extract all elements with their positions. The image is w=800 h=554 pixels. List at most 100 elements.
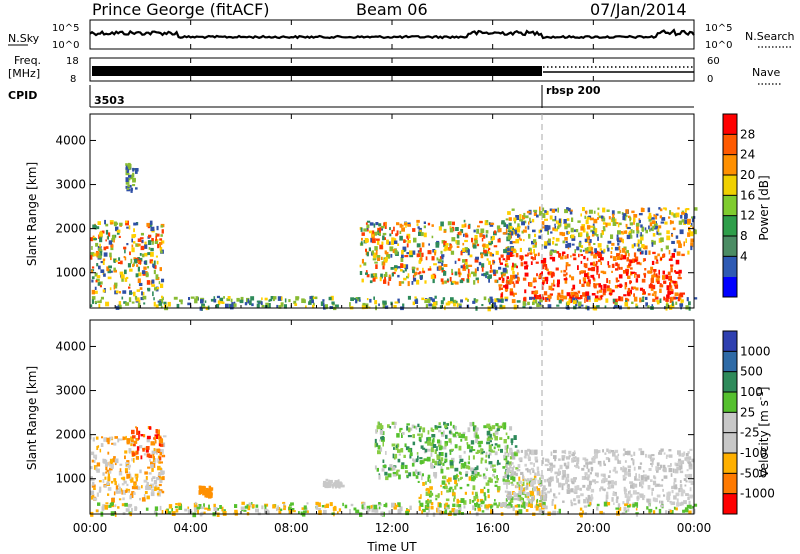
heatmap-cell: [115, 485, 119, 490]
heatmap-cell: [595, 283, 600, 286]
heatmap-cell: [579, 279, 581, 284]
heatmap-cell: [604, 305, 607, 309]
heatmap-cell: [509, 291, 514, 296]
heatmap-cell: [216, 512, 220, 517]
heatmap-cell: [598, 251, 602, 257]
heatmap-cell: [98, 303, 101, 308]
heatmap-cell: [427, 500, 432, 504]
heatmap-cell: [601, 215, 604, 219]
heatmap-cell: [250, 296, 255, 301]
heatmap-cell: [396, 230, 399, 235]
heatmap-cell: [502, 305, 506, 309]
heatmap-cell: [438, 422, 441, 425]
heatmap-cell: [433, 465, 436, 469]
heatmap-cell: [454, 479, 458, 485]
heatmap-cell: [566, 223, 571, 228]
heatmap-cell: [480, 488, 484, 494]
heatmap-cell: [542, 264, 545, 270]
heatmap-cell: [363, 501, 366, 506]
heatmap-cell: [374, 465, 377, 470]
heatmap-cell: [158, 302, 163, 306]
heatmap-cell: [684, 484, 687, 487]
heatmap-cell: [622, 255, 626, 260]
heatmap-cell: [516, 504, 521, 508]
heatmap-cell: [581, 467, 585, 471]
heatmap-cell: [362, 302, 366, 306]
heatmap-cell: [392, 472, 397, 477]
heatmap-cell: [635, 512, 639, 515]
heatmap-cell: [372, 230, 375, 234]
heatmap-cell: [400, 464, 405, 470]
heatmap-cell: [447, 221, 452, 226]
heatmap-cell: [355, 509, 360, 514]
heatmap-cell: [529, 462, 533, 465]
heatmap-cell: [99, 243, 101, 248]
heatmap-cell: [91, 246, 93, 250]
heatmap-cell: [458, 445, 462, 451]
heatmap-cell: [670, 280, 674, 283]
heatmap-cell: [419, 502, 424, 507]
heatmap-cell: [124, 278, 128, 282]
heatmap-cell: [90, 466, 93, 470]
heatmap-cell: [148, 472, 152, 475]
heatmap-cell: [533, 297, 535, 300]
heatmap-cell: [483, 475, 487, 480]
heatmap-cell: [470, 467, 474, 472]
heatmap-cell: [126, 226, 129, 229]
heatmap-cell: [543, 263, 548, 267]
heatmap-cell: [511, 299, 516, 304]
heatmap-cell: [128, 448, 132, 453]
heatmap-cell: [639, 297, 642, 303]
heatmap-cell: [656, 483, 660, 487]
heatmap-cell: [124, 269, 127, 275]
heatmap-cell: [525, 468, 528, 471]
heatmap-cell: [640, 224, 643, 228]
heatmap-cell: [154, 486, 157, 491]
heatmap-cell: [506, 496, 511, 500]
heatmap-cell: [563, 462, 567, 467]
heatmap-cell: [365, 270, 368, 274]
heatmap-cell: [630, 235, 633, 239]
heatmap-cell: [388, 467, 391, 471]
colorbar-segment: [723, 331, 737, 352]
heatmap-cell: [577, 265, 579, 270]
heatmap-cell: [422, 427, 426, 433]
nave-tick-low: 0: [707, 74, 713, 85]
heatmap-cell: [98, 234, 101, 239]
heatmap-cell: [557, 292, 561, 298]
heatmap-cell: [506, 494, 510, 498]
heatmap-cell: [126, 460, 130, 464]
heatmap-cell: [390, 267, 394, 270]
y-tick-label: 2000: [55, 428, 86, 442]
heatmap-cell: [534, 456, 538, 461]
heatmap-cell: [642, 470, 645, 473]
heatmap-cell: [518, 509, 523, 515]
heatmap-cell: [328, 296, 332, 301]
heatmap-cell: [590, 229, 594, 233]
heatmap-cell: [509, 498, 514, 503]
heatmap-cell: [475, 299, 478, 303]
heatmap-cell: [690, 242, 694, 248]
heatmap-cell: [688, 463, 693, 467]
heatmap-cell: [608, 280, 611, 284]
heatmap-cell: [159, 247, 162, 252]
heatmap-cell: [344, 504, 348, 509]
heatmap-cell: [426, 512, 429, 517]
heatmap-cell: [135, 243, 139, 247]
heatmap-cell: [656, 494, 661, 498]
heatmap-cell: [446, 489, 450, 493]
heatmap-cell: [558, 253, 561, 258]
heatmap-cell: [418, 260, 422, 264]
heatmap-cell: [684, 478, 687, 481]
heatmap-cell: [144, 252, 148, 257]
heatmap-cell: [513, 492, 516, 496]
heatmap-cell: [552, 240, 555, 245]
heatmap-cell: [548, 285, 553, 290]
heatmap-cell: [399, 506, 403, 512]
heatmap-cell: [204, 493, 208, 498]
heatmap-cell: [580, 260, 583, 264]
heatmap-cell: [675, 271, 680, 274]
heatmap-cell: [453, 495, 456, 500]
heatmap-cell: [318, 507, 322, 513]
heatmap-cell: [472, 428, 476, 432]
